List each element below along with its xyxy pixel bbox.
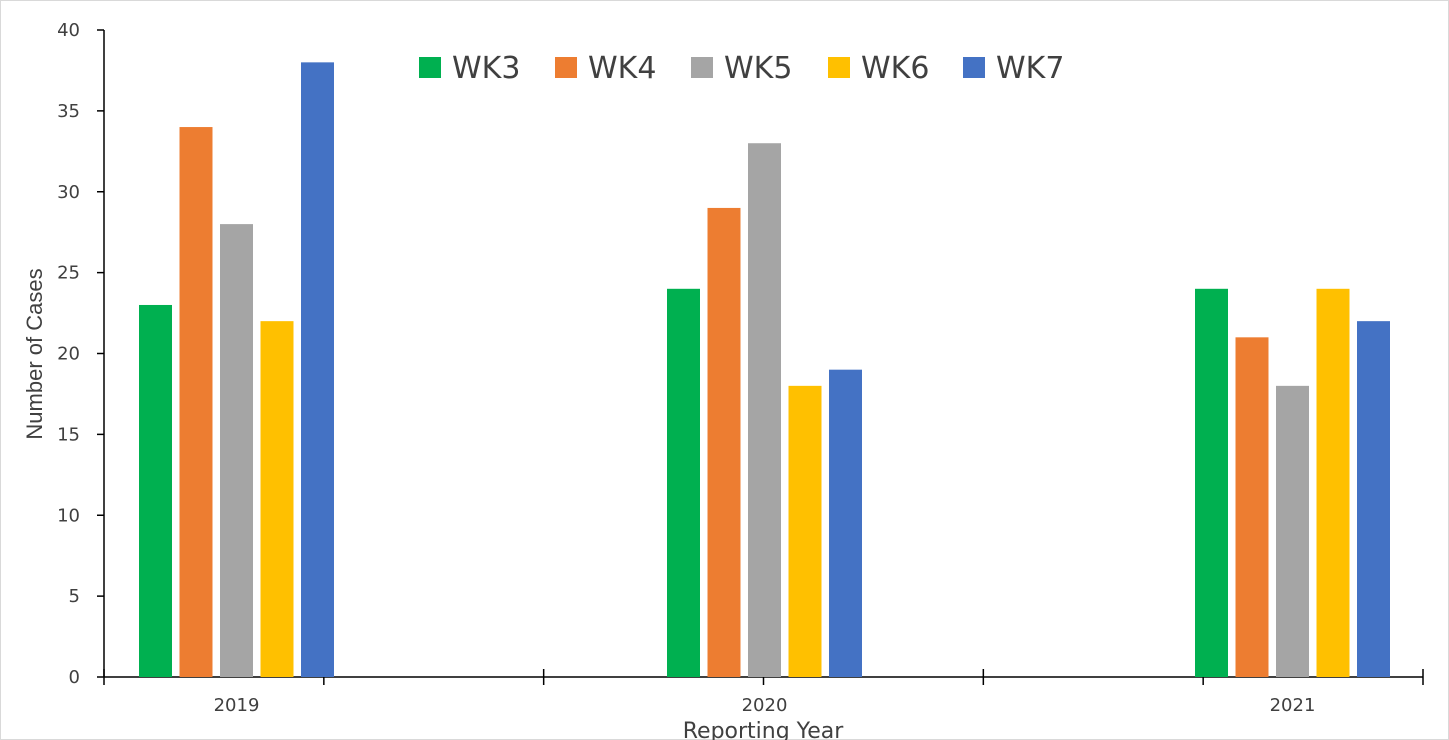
legend-label-wk3: WK3	[452, 51, 520, 86]
y-tick-label: 40	[57, 20, 80, 41]
y-axis: 0 5 10 15 20 25 30 35 40	[57, 20, 105, 688]
x-tick-label: 2020	[742, 695, 788, 716]
bar-wk4-2021	[1235, 337, 1269, 677]
bars	[139, 62, 1390, 678]
legend-swatch-wk4	[555, 57, 577, 78]
y-tick-label: 0	[69, 667, 80, 688]
bar-wk7-2020	[829, 369, 862, 677]
bar-wk5-2020	[748, 143, 781, 678]
legend-label-wk5: WK5	[724, 51, 792, 86]
bar-wk5-2019	[220, 224, 253, 677]
bar-wk4-2020	[707, 207, 741, 678]
legend-swatch-wk5	[691, 57, 713, 78]
y-tick-label: 35	[57, 101, 80, 122]
x-tick-label: 2019	[214, 695, 260, 716]
y-tick-label: 25	[57, 263, 80, 284]
bar-wk7-2019	[301, 62, 334, 678]
x-axis-title: Reporting Year	[683, 719, 844, 740]
legend-swatch-wk3	[419, 57, 441, 78]
legend-label-wk6: WK6	[861, 51, 929, 86]
x-tick-label: 2021	[1270, 695, 1316, 716]
legend: WK3 WK4 WK5 WK6 WK7	[419, 51, 1064, 86]
legend-swatch-wk6	[828, 57, 850, 78]
bar-wk6-2019	[260, 321, 294, 677]
y-tick-label: 20	[57, 344, 80, 365]
y-tick-label: 15	[57, 424, 80, 445]
bar-wk3-2021	[1195, 288, 1228, 677]
legend-swatch-wk7	[963, 57, 985, 78]
bar-wk4-2019	[179, 127, 213, 678]
y-axis-title: Number of Cases	[22, 268, 47, 439]
bar-wk3-2019	[139, 304, 172, 677]
bar-wk7-2021	[1357, 321, 1390, 677]
y-tick-label: 10	[57, 505, 80, 526]
y-tick-label: 30	[57, 182, 80, 203]
bar-wk5-2021	[1276, 385, 1309, 677]
bar-wk3-2020	[667, 288, 700, 677]
legend-label-wk4: WK4	[588, 51, 656, 86]
y-tick-label: 5	[69, 586, 80, 607]
bar-wk6-2020	[788, 385, 822, 677]
bar-wk6-2021	[1316, 288, 1350, 677]
legend-label-wk7: WK7	[996, 51, 1064, 86]
